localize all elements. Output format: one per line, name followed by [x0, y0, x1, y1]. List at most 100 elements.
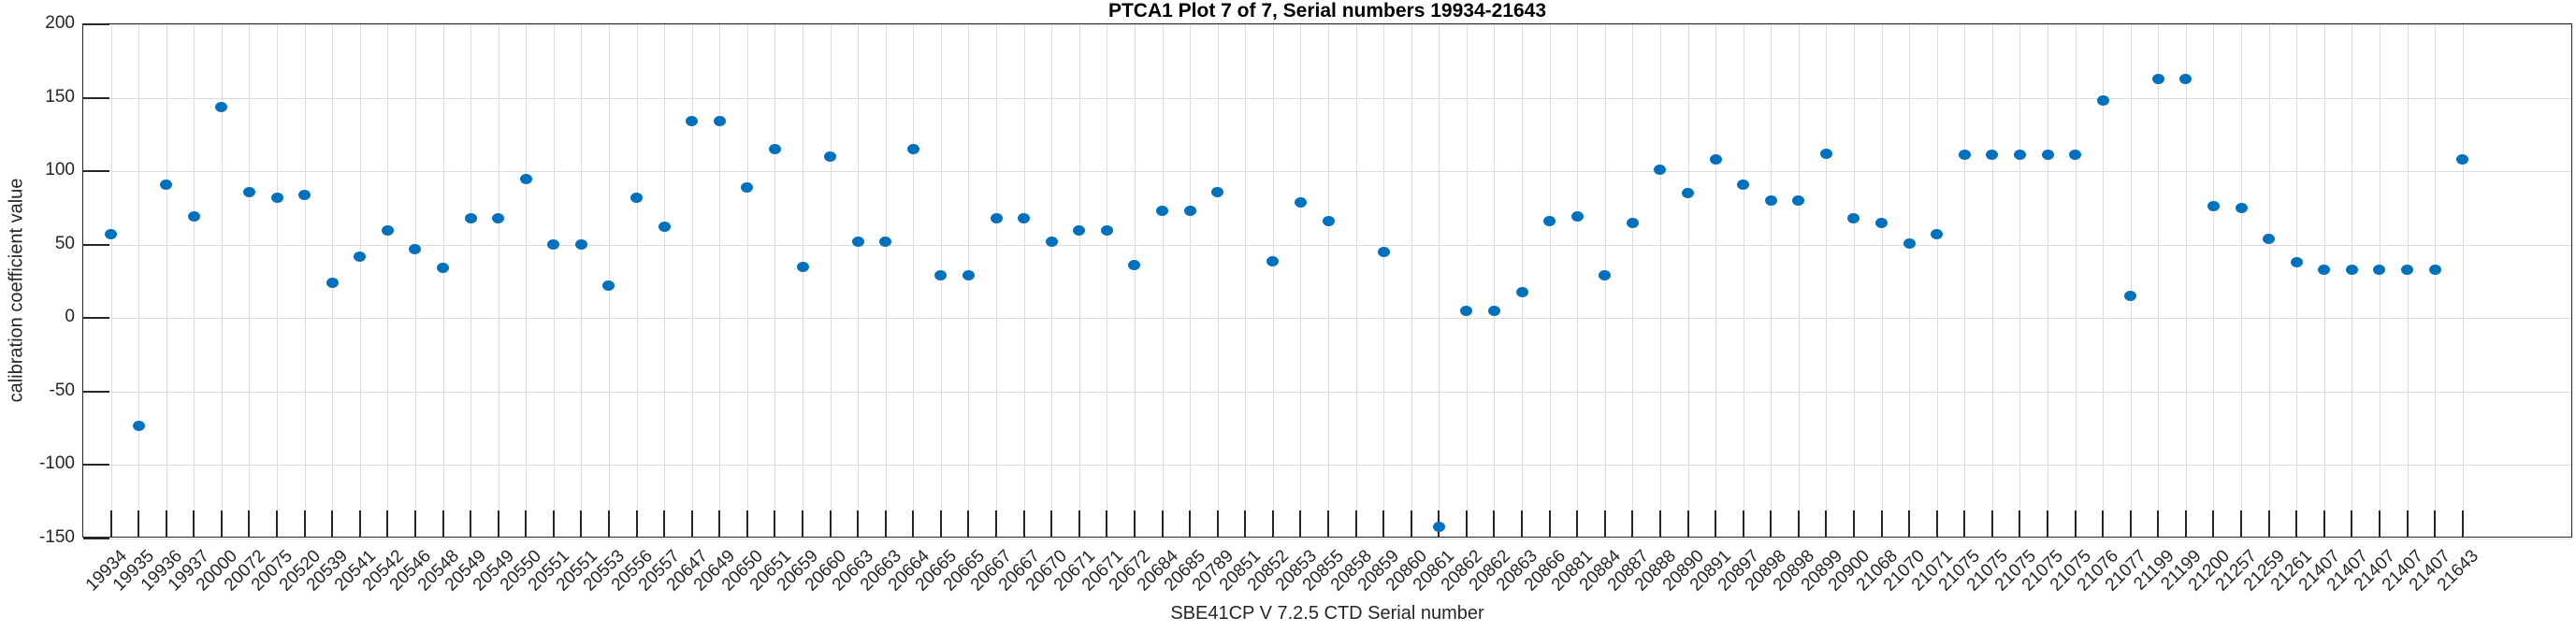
v-gridline: [1272, 24, 1274, 537]
x-axis-tick: [663, 510, 666, 537]
x-axis-tick: [1050, 510, 1053, 537]
v-gridline: [1604, 24, 1606, 537]
v-gridline: [2158, 24, 2160, 537]
v-gridline: [1936, 24, 1938, 537]
data-point: [1543, 216, 1556, 227]
x-axis-tick: [2019, 510, 2021, 537]
x-axis-tick: [1658, 510, 1661, 537]
x-axis-tick: [1410, 510, 1412, 537]
x-axis-tick: [857, 510, 860, 537]
x-axis-tick: [1133, 510, 1136, 537]
data-point: [1128, 260, 1141, 271]
data-point: [242, 186, 255, 197]
data-point: [990, 212, 1003, 223]
v-gridline: [277, 24, 279, 537]
v-gridline: [2241, 24, 2243, 537]
data-point: [1570, 211, 1584, 223]
x-axis-tick: [386, 510, 389, 537]
x-axis-tick: [1161, 510, 1164, 537]
x-axis-tick: [1548, 510, 1551, 537]
x-axis-tick: [1852, 510, 1855, 537]
x-axis-tick: [1521, 510, 1524, 537]
x-axis-tick: [2047, 510, 2049, 537]
x-axis-tick: [2434, 510, 2437, 537]
h-gridline: [83, 97, 2571, 99]
h-gridline: [83, 391, 2571, 393]
data-point: [160, 179, 173, 190]
data-point: [879, 237, 892, 248]
v-gridline: [387, 24, 389, 537]
data-point: [2179, 73, 2192, 84]
v-gridline: [221, 24, 223, 537]
data-point: [824, 151, 837, 162]
data-point: [1018, 212, 1031, 223]
v-gridline: [1964, 24, 1966, 537]
x-axis-tick: [912, 510, 915, 537]
data-point: [630, 192, 644, 203]
v-gridline: [636, 24, 638, 537]
x-axis-tick: [193, 510, 195, 537]
x-axis-tick: [580, 510, 583, 537]
v-gridline: [1411, 24, 1412, 537]
v-gridline: [1687, 24, 1689, 537]
x-axis-tick: [1382, 510, 1385, 537]
x-axis-tick: [248, 510, 251, 537]
x-axis-tick: [2351, 510, 2353, 537]
data-point: [1073, 224, 1086, 236]
v-gridline: [885, 24, 887, 537]
v-gridline: [138, 24, 140, 537]
data-point: [1709, 154, 1722, 165]
x-axis-tick: [690, 510, 693, 537]
h-gridline: [83, 244, 2571, 246]
data-point: [1487, 305, 1500, 316]
data-point: [1819, 148, 1832, 159]
x-axis-tick: [802, 510, 804, 537]
x-axis-tick: [1022, 510, 1025, 537]
y-axis-tick: [83, 464, 109, 467]
v-gridline: [2268, 24, 2270, 537]
v-gridline: [2462, 24, 2464, 537]
v-gridline: [1162, 24, 1164, 537]
x-axis-tick: [2378, 510, 2381, 537]
data-point: [1266, 255, 1280, 266]
data-point: [768, 144, 781, 155]
v-gridline: [1659, 24, 1661, 537]
x-axis-tick: [1354, 510, 1357, 537]
v-gridline: [526, 24, 528, 537]
data-point: [2290, 257, 2303, 268]
v-gridline: [1991, 24, 1993, 537]
v-gridline: [2019, 24, 2021, 537]
x-axis-tick: [1299, 510, 1302, 537]
data-point: [354, 251, 367, 262]
data-point: [2456, 154, 2469, 165]
x-axis-tick: [967, 510, 970, 537]
data-point: [658, 222, 671, 233]
x-axis-tick: [1216, 510, 1219, 537]
x-axis-tick: [2212, 510, 2215, 537]
x-axis-tick: [552, 510, 555, 537]
v-gridline: [1383, 24, 1385, 537]
x-axis-tick: [1078, 510, 1080, 537]
data-point: [2235, 202, 2248, 213]
y-tick-label: -100: [38, 453, 75, 474]
y-axis-tick: [83, 243, 109, 246]
h-gridline: [83, 24, 2571, 25]
v-gridline: [774, 24, 776, 537]
data-point: [1294, 196, 1307, 208]
x-axis-tick: [2267, 510, 2270, 537]
v-gridline: [1300, 24, 1302, 537]
data-point: [1432, 521, 1445, 532]
v-gridline: [996, 24, 998, 537]
data-point: [1682, 188, 1694, 199]
v-gridline: [940, 24, 942, 537]
v-gridline: [2185, 24, 2187, 537]
v-gridline: [304, 24, 306, 537]
y-axis-tick: [83, 23, 109, 25]
v-gridline: [1466, 24, 1468, 537]
data-point: [1958, 150, 1971, 161]
v-gridline: [1909, 24, 1911, 537]
y-axis-tick: [83, 170, 109, 173]
data-point: [1515, 286, 1528, 297]
data-point: [298, 189, 311, 200]
v-gridline: [1217, 24, 1219, 537]
